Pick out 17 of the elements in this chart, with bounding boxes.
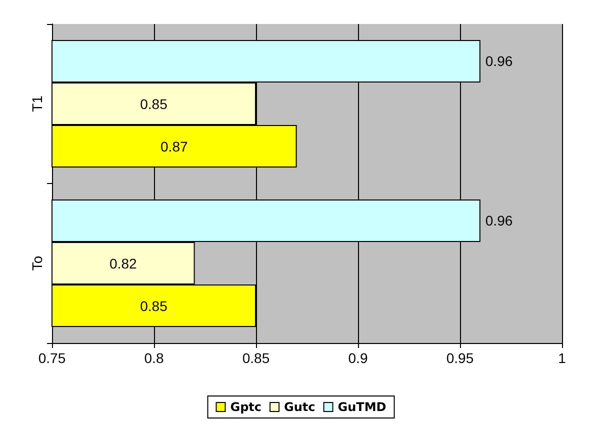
data-label: 0.96 xyxy=(485,53,513,70)
data-label: 0.87 xyxy=(160,138,188,154)
x-tick-label: 0.95 xyxy=(446,350,474,366)
data-label: 0.85 xyxy=(140,298,168,314)
legend-label: Gutc xyxy=(284,400,316,414)
x-tick-label: 0.75 xyxy=(38,350,66,366)
legend-label: GuTMD xyxy=(338,400,386,414)
y-tick-label: To xyxy=(29,256,45,271)
y-tick-label: T1 xyxy=(29,95,45,112)
data-label: 0.82 xyxy=(110,255,137,272)
x-tick-label: 0.8 xyxy=(144,350,164,366)
x-tick-label: 1 xyxy=(558,350,566,366)
data-label: 0.96 xyxy=(485,212,513,229)
x-tick-label: 0.85 xyxy=(242,350,270,366)
data-label: 0.85 xyxy=(140,96,168,112)
x-tick-label: 0.9 xyxy=(348,350,368,366)
legend-label: Gptc xyxy=(230,400,262,414)
